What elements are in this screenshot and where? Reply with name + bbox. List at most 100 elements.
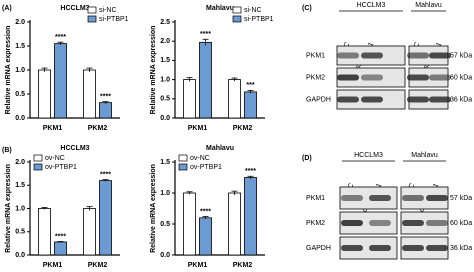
bar <box>83 69 96 119</box>
blot-band <box>402 220 424 226</box>
significance: **** <box>200 31 211 38</box>
x-tick-label: PKM2 <box>233 125 253 132</box>
bar <box>244 91 257 119</box>
panel-label: (A) <box>2 5 12 12</box>
blot-size-label: 36 kDa <box>450 245 472 252</box>
blot-band <box>341 245 363 251</box>
blot-band <box>402 245 424 251</box>
y-axis-label: Relative mRNA expression <box>5 26 12 115</box>
bar <box>199 217 212 256</box>
y-tick-label: 1.0 <box>15 205 25 212</box>
y-tick-label: 0.0 <box>160 115 170 122</box>
x-tick-label: PKM2 <box>233 262 253 269</box>
blot-band <box>407 74 429 81</box>
x-tick-label: PKM2 <box>88 262 108 269</box>
y-tick-label: 0.5 <box>160 221 170 228</box>
blot-size-label: 36 kDa <box>450 96 472 103</box>
bar <box>99 102 112 119</box>
significance: **** <box>55 233 66 240</box>
bar <box>183 192 196 256</box>
blot-row-label: PKM1 <box>306 52 325 59</box>
panel-label: (B) <box>2 147 12 154</box>
blot-band <box>407 52 429 59</box>
blot-row-label: GAPDH <box>306 96 331 103</box>
x-tick-label: PKM1 <box>188 125 208 132</box>
y-tick-label: 1.5 <box>15 43 25 50</box>
y-tick-label: 1.0 <box>15 67 25 74</box>
blot-group-label: Mahlavu <box>415 2 442 9</box>
y-tick-label: 1.5 <box>160 57 170 64</box>
blot-band <box>426 220 448 226</box>
blot-band <box>369 245 391 251</box>
y-tick-label: 1.0 <box>160 190 170 197</box>
panel-label: (D) <box>302 155 312 162</box>
blot-row-label: PKM2 <box>306 74 325 81</box>
blot-band <box>429 74 451 81</box>
significance: **** <box>200 208 211 215</box>
panel-label: (C) <box>302 5 312 12</box>
bar <box>228 79 241 119</box>
blot-band <box>369 220 391 226</box>
y-tick-label: 0.0 <box>160 252 170 259</box>
significance: **** <box>100 172 111 179</box>
chart-title: HCCLM3 <box>60 5 89 12</box>
blot-group-label: HCCLM3 <box>354 152 383 159</box>
blot-band <box>402 195 424 201</box>
blot-band <box>337 74 359 81</box>
chart-title: Mahlavu <box>206 5 234 12</box>
y-tick-label: 2.0 <box>15 19 25 26</box>
bar <box>199 41 212 119</box>
blot-row-label: PKM2 <box>306 220 325 227</box>
significance: **** <box>245 168 256 175</box>
legend-swatch <box>232 15 242 23</box>
legend-label: si-NC <box>99 7 117 14</box>
significance: **** <box>100 94 111 101</box>
y-tick-label: 1.5 <box>160 159 170 166</box>
bar <box>183 79 196 119</box>
blot-band <box>361 74 383 81</box>
chart-title: Mahlavu <box>206 145 234 152</box>
x-tick-label: PKM2 <box>88 125 108 132</box>
legend-label: ov-PTBP1 <box>45 164 77 171</box>
blot-band <box>361 52 383 59</box>
y-axis-label: Relative mRNA expression <box>5 164 12 253</box>
y-tick-label: 0.5 <box>15 91 25 98</box>
legend-swatch <box>33 163 43 171</box>
legend-swatch <box>178 163 188 171</box>
legend-label: ov-NC <box>190 155 210 162</box>
legend-swatch <box>87 6 97 14</box>
y-tick-label: 2.0 <box>15 159 25 166</box>
blot-band <box>426 195 448 201</box>
blot-band <box>341 195 363 201</box>
legend-label: si-PTBP1 <box>99 16 129 23</box>
legend-label: ov-NC <box>45 155 65 162</box>
blot-band <box>337 52 359 59</box>
bar <box>228 192 241 256</box>
x-tick-label: PKM1 <box>188 262 208 269</box>
blot-frame <box>339 186 398 210</box>
blot-band <box>337 96 359 103</box>
blot-band <box>407 96 429 103</box>
blot-band <box>429 52 451 59</box>
blot-band <box>369 195 391 201</box>
legend-swatch <box>33 154 43 162</box>
y-tick-label: 0.0 <box>15 115 25 122</box>
bar <box>54 43 67 119</box>
legend-label: si-PTBP1 <box>244 16 274 23</box>
blot-frame <box>339 211 398 235</box>
legend-label: si-NC <box>244 7 262 14</box>
y-axis-label: Relative mRNA expression <box>150 26 157 115</box>
x-tick-label: PKM1 <box>43 125 63 132</box>
blot-size-label: 60 kDa <box>450 74 472 81</box>
blot-band <box>426 245 448 251</box>
y-axis-label: Relative mRNA expression <box>150 164 157 253</box>
bar <box>38 208 51 256</box>
y-tick-label: 2.5 <box>160 19 170 26</box>
blot-group-label: Mahlavu <box>411 152 438 159</box>
legend-label: ov-PTBP1 <box>190 164 222 171</box>
blot-row-label: GAPDH <box>306 245 331 252</box>
y-tick-label: 1.5 <box>15 182 25 189</box>
x-tick-label: PKM1 <box>43 262 63 269</box>
y-tick-label: 0.5 <box>15 229 25 236</box>
